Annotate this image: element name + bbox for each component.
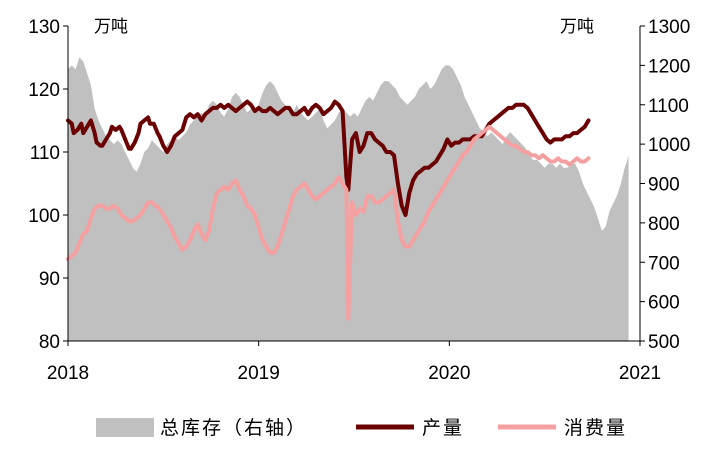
series-line-output [66, 99, 591, 217]
right-tick-label: 1200 [648, 56, 690, 77]
right-tick-label: 600 [648, 293, 680, 314]
right-tick-label: 700 [648, 253, 680, 274]
left-tick-label: 100 [28, 206, 60, 227]
right-tick-label: 1300 [648, 17, 690, 38]
right-tick-label: 1000 [648, 135, 690, 156]
legend: 总库存（右轴） 产量 消费量 [96, 417, 627, 439]
x-tick-label: 2019 [238, 363, 280, 384]
left-unit-label: 万吨 [94, 17, 128, 37]
x-tick-label: 2020 [428, 363, 470, 384]
left-tick-label: 80 [39, 332, 60, 353]
left-tick-label: 90 [39, 269, 60, 290]
legend-label-total-inventory: 总库存（右轴） [160, 417, 307, 439]
legend-label-output: 产量 [422, 417, 464, 439]
axes: 80 90 100 110 120 130 500 600 700 800 900 1000 1100 1… [28, 17, 690, 384]
plot-area [66, 57, 629, 341]
left-tick-label: 120 [28, 80, 60, 101]
x-tick-label: 2021 [619, 363, 661, 384]
right-tick-label: 1100 [648, 96, 689, 117]
x-tick-label: 2018 [47, 363, 89, 384]
right-tick-label: 800 [648, 214, 680, 235]
right-tick-label: 900 [648, 175, 680, 196]
right-tick-label: 500 [648, 332, 680, 353]
legend-swatch-total-inventory [96, 418, 154, 437]
right-unit-label: 万吨 [560, 17, 594, 37]
legend-label-consumption: 消费量 [564, 417, 627, 439]
left-tick-label: 130 [28, 17, 60, 38]
left-tick-label: 110 [30, 143, 60, 164]
series-line-consumption [66, 124, 591, 321]
